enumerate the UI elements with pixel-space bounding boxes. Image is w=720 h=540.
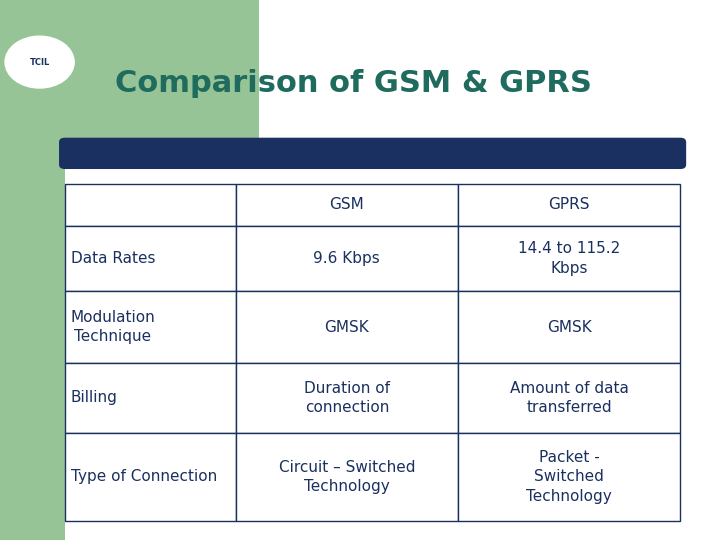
Text: GMSK: GMSK	[546, 320, 592, 335]
Bar	[458, 184, 680, 226]
Bar	[235, 433, 458, 521]
Text: Packet -
Switched
Technology: Packet - Switched Technology	[526, 450, 612, 503]
Text: Type of Connection: Type of Connection	[71, 469, 217, 484]
Text: 14.4 to 115.2
Kbps: 14.4 to 115.2 Kbps	[518, 241, 621, 275]
Bar	[235, 226, 458, 291]
Text: GSM: GSM	[330, 197, 364, 212]
Text: 9.6 Kbps: 9.6 Kbps	[313, 251, 380, 266]
Bar	[65, 433, 235, 521]
Text: GMSK: GMSK	[325, 320, 369, 335]
Circle shape	[5, 36, 74, 88]
FancyBboxPatch shape	[59, 138, 686, 169]
Bar	[235, 184, 458, 226]
Text: Billing: Billing	[71, 390, 117, 405]
Text: Circuit – Switched
Technology: Circuit – Switched Technology	[279, 460, 415, 494]
Bar	[235, 291, 458, 363]
Bar	[65, 184, 235, 226]
Text: TCIL: TCIL	[30, 58, 50, 66]
Text: Duration of
connection: Duration of connection	[304, 381, 390, 415]
Text: GPRS: GPRS	[549, 197, 590, 212]
Text: Data Rates: Data Rates	[71, 251, 155, 266]
Bar	[65, 226, 235, 291]
Bar	[458, 291, 680, 363]
Bar	[235, 363, 458, 433]
Bar	[0, 0, 65, 540]
Text: Comparison of GSM & GPRS: Comparison of GSM & GPRS	[115, 69, 592, 98]
Bar	[458, 433, 680, 521]
Bar	[458, 226, 680, 291]
Text: Amount of data
transferred: Amount of data transferred	[510, 381, 629, 415]
Bar	[65, 0, 259, 151]
Text: Modulation
Technique: Modulation Technique	[71, 310, 156, 344]
Bar	[65, 291, 235, 363]
Bar	[65, 363, 235, 433]
Bar	[458, 363, 680, 433]
